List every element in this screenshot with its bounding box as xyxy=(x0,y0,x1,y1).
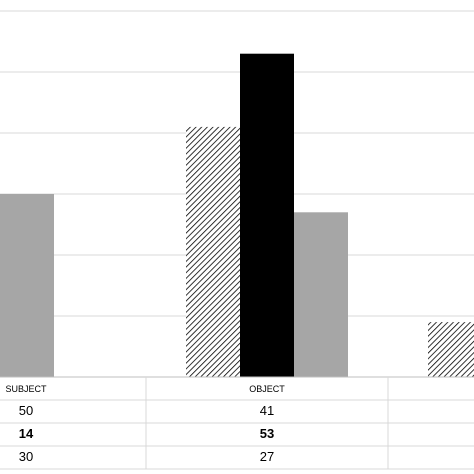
table-cell: 41 xyxy=(259,403,275,418)
data-table-lines xyxy=(0,376,474,470)
bar xyxy=(240,53,294,377)
table-cell: 53 xyxy=(259,426,275,441)
table-cell: 27 xyxy=(259,449,275,464)
category-label-object: OBJECT xyxy=(249,384,285,394)
category-label-subject: SUBJECT xyxy=(5,384,47,394)
table-cell: 50 xyxy=(18,403,34,418)
bar xyxy=(186,126,240,378)
bar xyxy=(294,212,348,377)
table-cell: 14 xyxy=(18,426,34,441)
bar xyxy=(428,322,474,377)
table-cell: 30 xyxy=(18,449,34,464)
bars xyxy=(0,53,474,378)
bar xyxy=(0,194,54,377)
